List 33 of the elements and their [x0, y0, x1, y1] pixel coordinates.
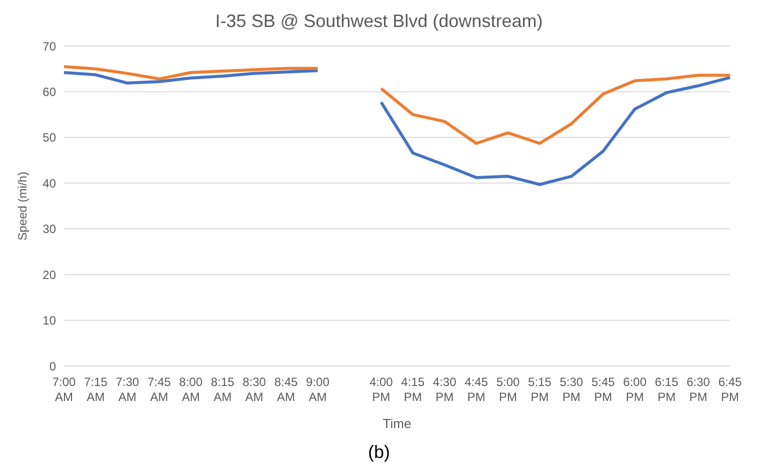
- y-tick-label: 60: [42, 84, 56, 99]
- x-axis-title: Time: [382, 416, 412, 431]
- text: (b): [367, 442, 391, 463]
- x-tick-label: 5:00 PM: [496, 375, 520, 404]
- x-tick-label: 8:45 AM: [274, 375, 298, 404]
- y-axis-title: Speed (mi/h): [15, 172, 30, 240]
- y-tick-label: 10: [42, 314, 56, 328]
- x-tick-label: 8:30 AM: [242, 375, 266, 404]
- x-tick-label: 7:30 AM: [116, 375, 140, 404]
- x-tick-label: 5:15 PM: [528, 375, 552, 404]
- x-tick-label: 9:00 AM: [306, 375, 330, 404]
- x-tick-label: 8:00 AM: [179, 375, 203, 404]
- x-tick-label: 7:00 AM: [52, 375, 76, 404]
- x-tick-label: 7:45 AM: [147, 375, 172, 404]
- x-tick-label: 5:30 PM: [560, 375, 584, 404]
- x-tick-label: 8:15 AM: [210, 375, 235, 404]
- y-tick-label: 70: [42, 39, 56, 54]
- chart-title: I-35 SB @ Southwest Blvd (downstream): [214, 10, 544, 33]
- x-tick-label: 7:15 AM: [84, 375, 108, 404]
- y-tick-label: 50: [42, 130, 56, 145]
- x-tick-label: 4:30 PM: [432, 375, 457, 404]
- y-tick-label: 40: [42, 176, 56, 190]
- x-tick-label: 4:15 PM: [401, 375, 425, 404]
- x-tick-label: 5:45 PM: [591, 375, 616, 404]
- x-tick-label: 4:45 PM: [464, 375, 488, 404]
- x-tick-label: 6:00 PM: [623, 375, 647, 404]
- x-tick-label: 6:45 PM: [718, 375, 742, 404]
- x-tick-label: 6:15 PM: [654, 375, 679, 404]
- y-tick-label: 20: [42, 268, 56, 282]
- y-tick-label: 0: [49, 359, 56, 374]
- x-tick-label: 6:30 PM: [686, 375, 710, 404]
- x-tick-label: 4:00 PM: [369, 375, 394, 404]
- y-tick-label: 30: [42, 222, 56, 236]
